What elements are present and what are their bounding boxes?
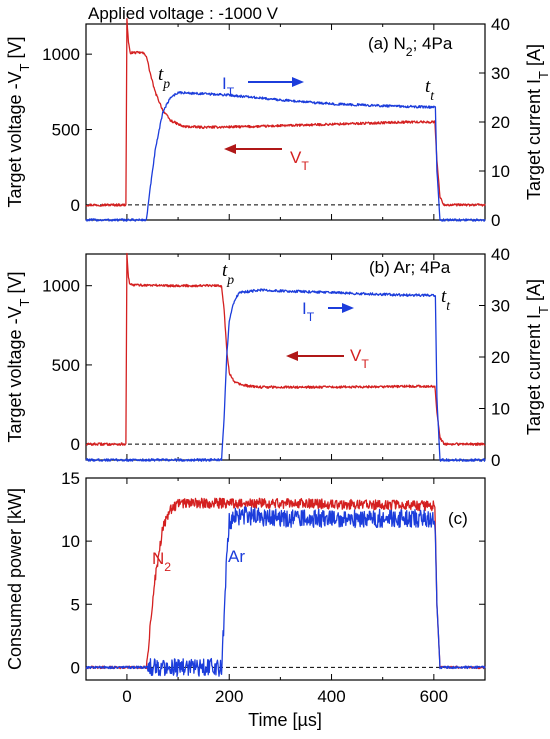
vt-arrowhead-b [286, 351, 298, 361]
y-axis-label-right: Target current IT [A] [524, 279, 550, 435]
y-tick-label: 0 [71, 658, 80, 677]
series-line-n-3 [85, 497, 486, 670]
y-tick-label: 0 [71, 196, 80, 215]
series-line-it-1 [85, 90, 486, 222]
x-tick-label: 400 [317, 687, 345, 706]
it-label-a: IT [222, 74, 235, 99]
chart-text: 0500100001020304005001000010203040051015… [5, 4, 550, 730]
y-tick-label: 1000 [42, 45, 80, 64]
y-tick-label: 0 [71, 435, 80, 454]
applied-voltage-header: Applied voltage : -1000 V [88, 4, 279, 23]
y-right-tick-label: 0 [491, 211, 500, 230]
y-right-tick-label: 20 [491, 113, 510, 132]
tp-label-b: tp [222, 260, 234, 287]
y-right-tick-label: 20 [491, 348, 510, 367]
it-arrowhead-b [342, 303, 354, 313]
y-right-tick-label: 10 [491, 162, 510, 181]
y-right-tick-label: 30 [491, 64, 510, 83]
tt-label-b: tt [441, 286, 451, 313]
x-tick-label: 600 [420, 687, 448, 706]
y-right-tick-label: 30 [491, 297, 510, 316]
y-tick-label: 10 [61, 532, 80, 551]
y-tick-label: 5 [71, 595, 80, 614]
x-tick-label: 0 [122, 687, 131, 706]
tp-label-a: tp [158, 64, 170, 91]
y-tick-label: 1000 [42, 277, 80, 296]
vt-label-b: VT [350, 346, 369, 371]
series-line-vt-1 [85, 18, 486, 207]
panel-label-a: (a) N2; 4Pa [368, 34, 453, 59]
y-right-tick-label: 0 [491, 451, 500, 470]
series-line-vt-2 [85, 252, 486, 447]
y-tick-label: 500 [52, 121, 80, 140]
it-label-b: IT [302, 299, 315, 324]
series-label-ar: Ar [228, 547, 245, 566]
it-arrowhead-a [292, 77, 304, 87]
y-axis-label-right: Target current IT [A] [524, 44, 550, 200]
y-axis-label-power: Consumed power [kW] [5, 488, 25, 670]
y-axis-label-left: Target voltage -VT [V] [5, 36, 32, 207]
y-right-tick-label: 40 [491, 15, 510, 34]
series-label-n2: N2 [152, 549, 171, 574]
data-series [85, 18, 486, 677]
x-axis-label: Time [µs] [248, 710, 322, 730]
y-right-tick-label: 40 [491, 245, 510, 264]
vt-arrowhead-a [224, 144, 236, 154]
y-tick-label: 15 [61, 469, 80, 488]
series-line-ar-3 [85, 506, 486, 677]
y-right-tick-label: 10 [491, 400, 510, 419]
x-tick-label: 200 [215, 687, 243, 706]
series-line-it-2 [85, 288, 486, 462]
y-tick-label: 500 [52, 356, 80, 375]
plot-frames [85, 23, 486, 681]
tt-label-a: tt [425, 76, 435, 103]
panel-label-c: (c) [448, 509, 468, 528]
plot-frame [85, 477, 486, 681]
vt-label-a: VT [290, 148, 309, 173]
y-axis-label-left: Target voltage -VT [V] [5, 271, 32, 442]
panel-label-b: (b) Ar; 4Pa [369, 258, 451, 277]
